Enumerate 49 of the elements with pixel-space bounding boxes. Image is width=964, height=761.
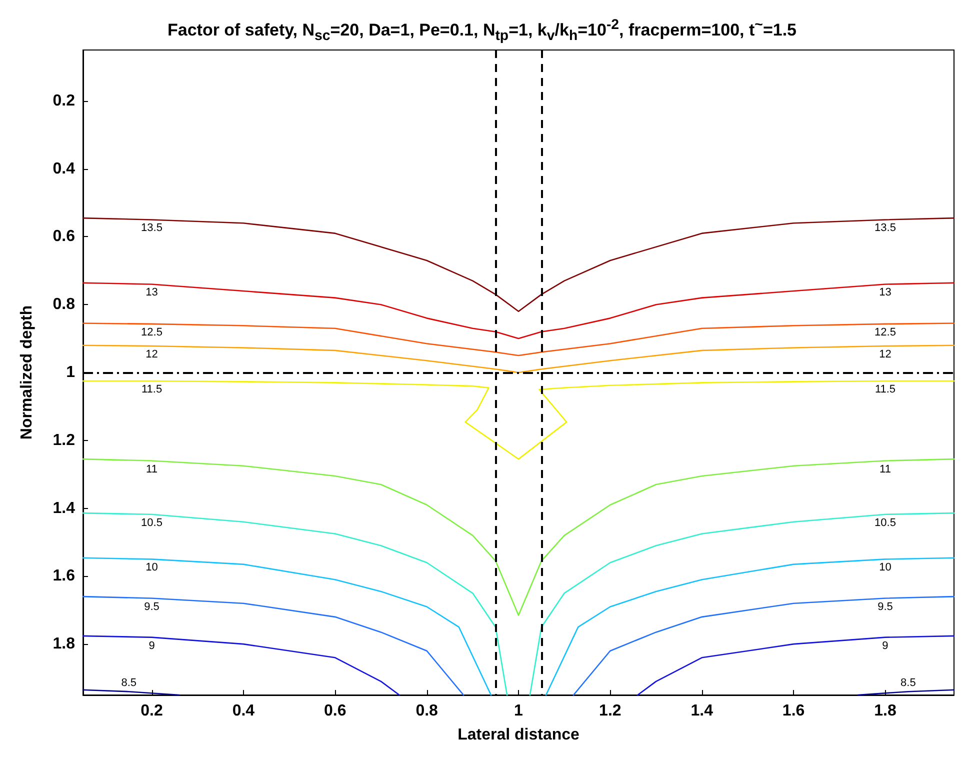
x-tick-label: 0.2 <box>140 702 163 720</box>
series-label: 10.5 <box>141 516 162 529</box>
y-tick-label: 0.4 <box>52 160 76 178</box>
line-series <box>82 282 955 340</box>
line-series <box>82 217 955 312</box>
y-tick-label: 1.6 <box>52 568 76 585</box>
series-label: 10 <box>146 562 158 574</box>
series-label: 9 <box>882 640 888 652</box>
y-tick-label: 0.8 <box>52 296 76 314</box>
line-series <box>82 380 955 460</box>
text: 13 <box>879 286 892 299</box>
series-label: 13.5 <box>141 222 162 234</box>
x-tick-label: 1.2 <box>599 702 622 720</box>
line-series <box>82 458 955 616</box>
y-axis-title: Normalized depth <box>18 305 36 440</box>
y-tick-label: 1.4 <box>52 500 76 517</box>
text: 12.5 <box>141 326 162 338</box>
text: 12 <box>879 348 892 361</box>
text: 13.5 <box>874 222 896 234</box>
series-label: 12 <box>146 348 158 361</box>
line-series <box>82 322 955 356</box>
text: 11 <box>880 463 891 476</box>
series-label: 11 <box>146 463 158 476</box>
x-tick-label: 1.4 <box>690 702 714 720</box>
chart-title: Factor of safety, N$_{sc}$=20, Da=1, Pe=0.1, N$_{tp}$=1, k$_{v}$/k$_{h}$=10$^{-2}$, fracperm=100, t$^{~}$=1.5 <box>167 17 796 44</box>
y-tick-label: 1.8 <box>52 636 76 653</box>
series-label: 9.5 <box>144 600 160 613</box>
text: 9.5 <box>878 600 893 613</box>
series-label: 11.5 <box>874 383 896 396</box>
y-tick-label: 1 <box>66 364 76 381</box>
x-tick-label: 0.6 <box>324 702 346 720</box>
series-label: 12.5 <box>874 326 896 338</box>
text: 9 <box>148 640 155 652</box>
x-tick-label: 0.8 <box>416 702 438 720</box>
x-axis-title: Lateral distance <box>458 726 580 744</box>
text: 10 <box>879 562 892 574</box>
text: 11.5 <box>141 383 162 396</box>
x-tick-label: 1.8 <box>874 702 896 720</box>
y-tick-label: 0.6 <box>52 228 76 246</box>
series-label: 8.5 <box>121 677 136 690</box>
text: 8.5 <box>900 677 916 690</box>
y-tick-label: 1.2 <box>52 432 76 449</box>
line-series <box>82 344 955 374</box>
series-label: 13 <box>146 286 158 299</box>
x-tick-label: 0.4 <box>232 702 255 720</box>
text: 10.5 <box>874 516 896 529</box>
y-tick-label: 0.2 <box>52 92 76 110</box>
x-tick-label: 1.6 <box>782 702 805 720</box>
x-tick-label: 1 <box>514 702 524 720</box>
